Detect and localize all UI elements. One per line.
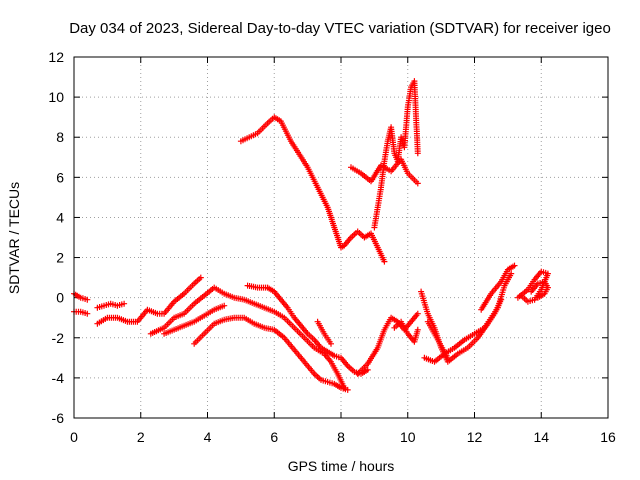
- data-point: [221, 302, 228, 309]
- data-series: [528, 278, 551, 301]
- chart-title: Day 034 of 2023, Sidereal Day-to-day VTE…: [69, 20, 611, 37]
- data-point: [534, 294, 541, 301]
- data-point: [84, 296, 91, 303]
- data-point: [508, 270, 515, 277]
- data-point: [344, 386, 351, 393]
- data-series: [421, 270, 515, 365]
- data-point: [414, 310, 421, 317]
- data-series: [391, 318, 421, 345]
- data-series: [244, 282, 371, 377]
- data-point: [197, 274, 204, 281]
- data-series: [147, 284, 348, 391]
- data-series: [478, 262, 518, 313]
- data-series: [314, 318, 334, 347]
- data-series: [161, 302, 228, 337]
- grid-layer: [74, 57, 608, 418]
- y-tick-label: 4: [56, 209, 64, 225]
- data-point: [84, 310, 91, 317]
- y-tick-label: 2: [56, 250, 64, 266]
- y-tick-label: 12: [48, 49, 64, 65]
- tick-layer: 0 2 4 6 8 10 12 14 16 -6 -4 -2 0 2 4 6 8 10 12: [48, 49, 616, 445]
- y-tick-label: 6: [56, 169, 64, 185]
- y-tick-label: 10: [48, 89, 64, 105]
- x-tick-label: 10: [400, 429, 416, 445]
- data-layer: [71, 78, 551, 393]
- data-series: [94, 274, 204, 327]
- y-tick-label: 0: [56, 290, 64, 306]
- x-tick-label: 8: [337, 429, 345, 445]
- data-series: [424, 318, 451, 361]
- x-tick-label: 0: [70, 429, 78, 445]
- data-series: [354, 310, 421, 377]
- data-point: [444, 354, 451, 361]
- x-tick-label: 12: [467, 429, 483, 445]
- y-tick-label: -4: [52, 370, 65, 386]
- y-tick-label: -2: [52, 330, 65, 346]
- data-series: [237, 114, 388, 265]
- data-series: [94, 300, 128, 311]
- x-tick-label: 4: [204, 429, 212, 445]
- data-point: [518, 292, 525, 299]
- x-axis-label: GPS time / hours: [288, 458, 395, 474]
- data-point: [414, 326, 421, 333]
- data-point: [328, 340, 334, 347]
- y-tick-label: 8: [56, 129, 64, 145]
- data-point: [511, 262, 518, 269]
- data-point: [414, 150, 421, 157]
- data-point: [381, 258, 388, 265]
- x-tick-label: 16: [600, 429, 616, 445]
- data-point: [364, 366, 371, 373]
- data-series: [371, 78, 421, 231]
- data-point: [414, 180, 421, 187]
- x-tick-label: 14: [533, 429, 549, 445]
- y-tick-label: -6: [52, 410, 65, 426]
- data-series: [71, 308, 91, 317]
- y-axis-label: SDTVAR / TECUs: [6, 182, 22, 294]
- plot-frame: [73, 56, 609, 419]
- x-tick-label: 2: [137, 429, 145, 445]
- data-point: [121, 300, 128, 307]
- data-series: [191, 314, 351, 393]
- x-tick-label: 6: [270, 429, 278, 445]
